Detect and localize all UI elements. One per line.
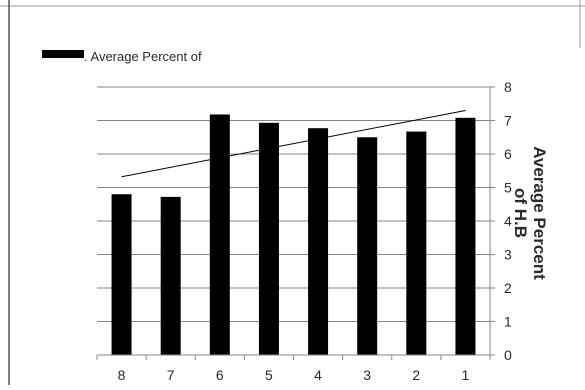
y-tick-label: 7 bbox=[504, 113, 512, 129]
y-tick-label: 6 bbox=[504, 146, 512, 162]
bar bbox=[160, 196, 181, 355]
bars bbox=[111, 114, 476, 355]
bar bbox=[209, 114, 230, 355]
y-tick-label: 0 bbox=[504, 347, 512, 363]
y-tick-label: 1 bbox=[504, 314, 512, 330]
x-tick-labels: 8 7 6 5 4 3 2 1 bbox=[118, 367, 470, 383]
legend-label: . Average Percent of bbox=[84, 49, 202, 64]
y-tick-label: 8 bbox=[504, 79, 512, 95]
bar bbox=[406, 131, 427, 355]
y-tick-label: 5 bbox=[504, 180, 512, 196]
x-tick-label: 4 bbox=[314, 367, 322, 383]
y-axis-title-line-2: of H.B bbox=[511, 188, 530, 238]
bar bbox=[308, 128, 329, 355]
x-tick-label: 3 bbox=[363, 367, 371, 383]
axes bbox=[96, 86, 495, 360]
y-tick-label: 2 bbox=[504, 280, 512, 296]
y-tick-label: 4 bbox=[504, 213, 512, 229]
y-tick-labels: 0 1 2 3 4 5 6 7 8 bbox=[504, 79, 512, 363]
x-tick-label: 7 bbox=[167, 367, 175, 383]
bar bbox=[258, 122, 279, 355]
x-tick-label: 5 bbox=[265, 367, 273, 383]
x-tick-label: 1 bbox=[462, 367, 470, 383]
x-tick-label: 2 bbox=[412, 367, 420, 383]
bar bbox=[111, 194, 132, 355]
y-axis-title-line-1: Average Percent bbox=[530, 146, 549, 280]
trendline bbox=[121, 109, 466, 178]
x-tick-label: 6 bbox=[216, 367, 224, 383]
y-tick-label: 3 bbox=[504, 247, 512, 263]
bar bbox=[455, 117, 476, 355]
trendline-group bbox=[121, 109, 466, 178]
x-tick-label: 8 bbox=[118, 367, 126, 383]
bar bbox=[357, 137, 378, 355]
gridlines bbox=[97, 86, 490, 322]
legend-swatch bbox=[42, 50, 84, 58]
